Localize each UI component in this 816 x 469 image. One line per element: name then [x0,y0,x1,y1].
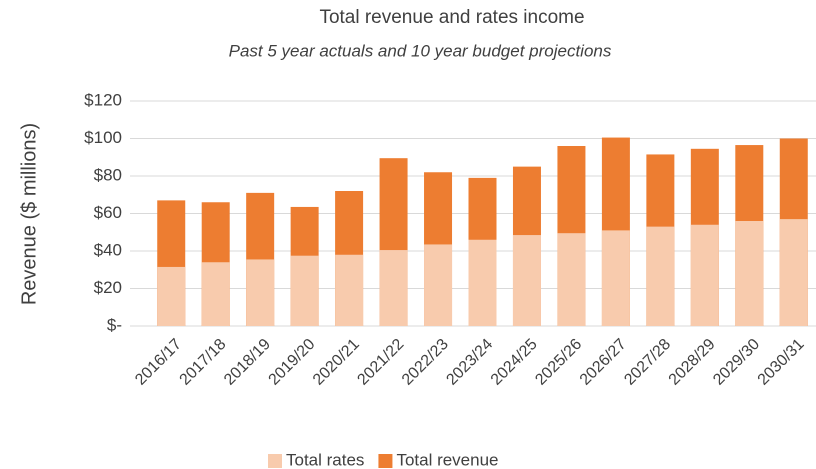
y-tick-label: $- [107,315,122,334]
x-tick-label: 2022/23 [399,336,452,389]
y-tick-label: $20 [94,278,122,297]
x-tick-label: 2019/20 [266,336,319,389]
bar [246,259,275,326]
bar [201,262,230,326]
x-tick-label: 2024/25 [488,336,541,389]
x-tick-label: 2027/28 [621,336,674,389]
x-tick-label: 2017/18 [177,336,230,389]
x-tick-label: 2023/24 [443,336,496,389]
y-tick-label: $40 [94,240,122,259]
legend-swatch [378,454,393,468]
x-tick-label: 2016/17 [132,336,185,389]
y-tick-label: $100 [84,128,122,147]
x-tick-label: 2025/26 [532,336,585,389]
x-tick-label: 2028/29 [666,336,719,389]
legend-swatch [268,454,282,468]
bar [335,254,364,326]
x-tick-label: 2029/30 [710,336,763,389]
chart-subtitle: Past 5 year actuals and 10 year budget p… [229,41,612,60]
chart-title: Total revenue and rates income [319,7,584,28]
bar [379,250,408,326]
bar [646,226,675,326]
bar [468,239,497,326]
x-tick-label: 2026/27 [577,336,630,389]
x-tick-label: 2020/21 [310,336,363,389]
x-tick-label: 2018/19 [221,336,274,389]
bar [290,255,319,326]
bar [157,266,186,326]
bar [779,219,808,326]
bar [557,233,586,326]
y-tick-label: $80 [94,165,122,184]
bar [601,230,630,326]
bar [512,235,541,326]
y-tick-label: $120 [84,90,122,109]
bar [424,244,453,326]
bar [690,224,719,326]
legend-label: Total rates [286,450,364,469]
x-tick-label: 2021/22 [354,336,407,389]
y-tick-label: $60 [94,203,122,222]
legend-label: Total revenue [396,450,498,469]
bar [735,221,764,326]
y-axis-title: Revenue ($ millions) [18,123,40,305]
x-tick-label: 2030/31 [755,336,808,389]
